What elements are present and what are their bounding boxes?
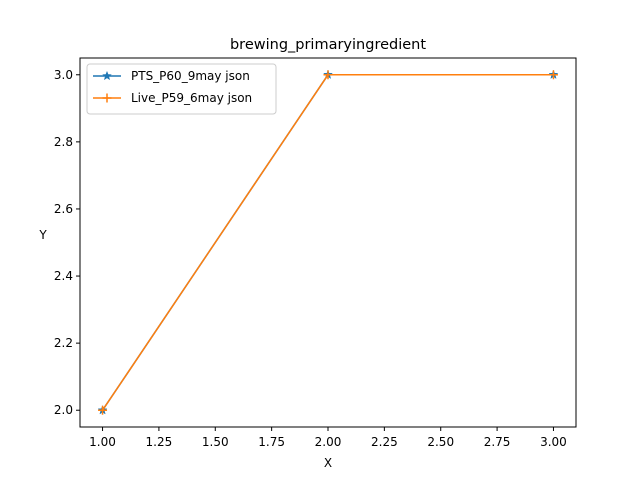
- x-tick-label: 3.00: [540, 435, 567, 449]
- series-layer: [97, 69, 559, 415]
- legend-box: [86, 63, 277, 115]
- series-2-point: [548, 70, 558, 80]
- x-tick-label: 1.00: [89, 435, 116, 449]
- x-tick-label: 2.50: [427, 435, 454, 449]
- legend-label-2: Live_P59_6may json: [131, 91, 252, 105]
- legend: PTS_P60_9may json Live_P59_6may json: [86, 63, 277, 115]
- y-tick-label: 2.6: [54, 202, 73, 216]
- x-axis-label: X: [324, 456, 332, 470]
- series-2-point: [98, 405, 108, 415]
- chart-title: brewing_primaryingredient: [230, 37, 426, 53]
- y-tick-label: 2.4: [54, 269, 73, 283]
- x-tick-label: 1.25: [146, 435, 173, 449]
- y-tick-label: 2.0: [54, 403, 73, 417]
- x-axis-ticks: 1.00 1.25 1.50 1.75 2.00 2.25 2.50 2.75 3.00: [89, 427, 567, 449]
- x-tick-label: 1.50: [202, 435, 229, 449]
- y-axis-label: Y: [38, 228, 47, 242]
- x-tick-label: 1.75: [258, 435, 285, 449]
- legend-marker-2: [102, 93, 112, 103]
- legend-label-1: PTS_P60_9may json: [131, 69, 250, 83]
- x-tick-label: 2.25: [371, 435, 398, 449]
- y-tick-label: 2.2: [54, 336, 73, 350]
- axes-frame: [79, 57, 577, 428]
- legend-marker-1: [102, 70, 112, 81]
- y-axis-ticks: 2.0 2.2 2.4 2.6 2.8 3.0: [54, 68, 80, 417]
- y-tick-label: 3.0: [54, 68, 73, 82]
- x-tick-label: 2.00: [315, 435, 342, 449]
- y-tick-label: 2.8: [54, 135, 73, 149]
- series-2-point: [323, 70, 333, 80]
- x-tick-label: 2.75: [484, 435, 511, 449]
